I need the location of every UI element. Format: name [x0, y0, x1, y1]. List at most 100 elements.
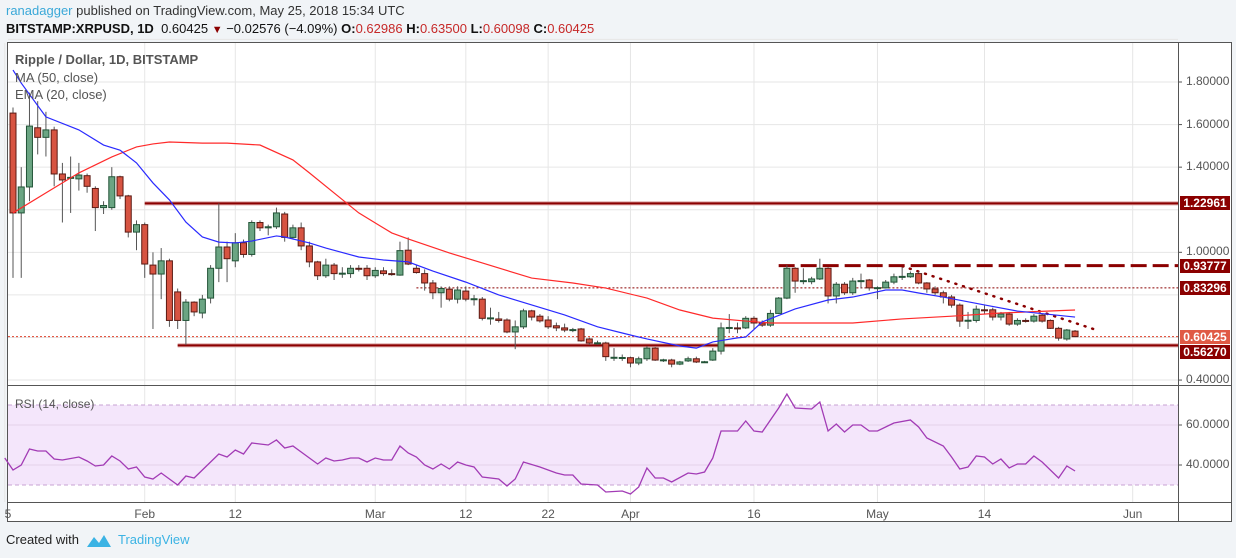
price-tick-label: 1.00000	[1186, 244, 1230, 259]
x-tick-label: 16	[747, 507, 761, 521]
candle-up	[1013, 319, 1021, 325]
symbol-info: BITSTAMP:XRPUSD, 1D 0.60425 ▼ −0.02576 (…	[6, 21, 594, 36]
last-price: 0.60425	[161, 21, 209, 36]
candle-up	[775, 297, 783, 314]
candle-down	[404, 249, 412, 265]
rsi-tick-label: 60.0000	[1186, 417, 1230, 431]
close-value: 0.60425	[547, 21, 595, 36]
x-tick-label: Feb	[134, 507, 156, 521]
candle-up	[322, 264, 330, 277]
low-label: L:	[470, 21, 483, 36]
candle-up	[906, 273, 914, 278]
candle-down	[577, 328, 585, 342]
candle-up	[487, 317, 495, 320]
candle-down	[536, 315, 544, 322]
candle-up	[849, 280, 857, 294]
candle-down	[692, 358, 700, 363]
candle-up	[100, 204, 108, 209]
candle-up	[569, 329, 577, 332]
created-with: Created with	[6, 532, 79, 547]
candle-up	[231, 242, 239, 262]
candle-down	[734, 327, 742, 330]
candle-up	[519, 310, 527, 328]
open-label: O:	[341, 21, 356, 36]
candle-up	[594, 342, 602, 345]
candle-down	[915, 273, 923, 284]
candle-up	[108, 176, 116, 209]
candle-down	[824, 267, 832, 297]
open-value: 0.62986	[355, 21, 403, 36]
tradingview-link[interactable]: TradingView	[118, 532, 190, 547]
candle-down	[91, 187, 99, 209]
candle-down	[223, 246, 231, 260]
candle-up	[264, 226, 272, 229]
published-text: published on TradingView.com, May 25, 20…	[76, 3, 405, 18]
candle-down	[528, 310, 536, 318]
candle-up	[709, 350, 717, 361]
candle-up	[610, 356, 618, 359]
price-tick-label: 1.80000	[1186, 74, 1230, 88]
candle-up	[808, 278, 816, 283]
x-tick-label: Mar	[364, 507, 386, 521]
candle-down	[1038, 314, 1046, 322]
candle-down	[865, 279, 873, 289]
candle-down	[9, 112, 17, 214]
candle-down	[1071, 330, 1079, 338]
candle-up	[182, 301, 190, 321]
candle-down	[379, 270, 387, 275]
candle-down	[462, 290, 470, 300]
low-value: 0.60098	[482, 21, 530, 36]
price-change: −0.02576 (−4.09%)	[226, 21, 338, 36]
candle-up	[742, 317, 750, 329]
rsi-band	[8, 405, 1178, 485]
candle-down	[421, 273, 429, 284]
candle-down	[791, 267, 799, 282]
candle-up	[437, 288, 445, 294]
symbol: BITSTAMP:XRPUSD, 1D	[6, 21, 154, 36]
price-tick-label: 1.40000	[1186, 159, 1230, 174]
price-level-badge: 0.60425	[1180, 329, 1230, 344]
candle-down	[1046, 319, 1054, 329]
candle-down	[141, 224, 149, 265]
x-tick-label: Apr	[621, 507, 640, 521]
author-link[interactable]: ranadagger	[6, 3, 73, 18]
candle-down	[923, 282, 931, 290]
x-tick-label: 12	[459, 507, 473, 521]
candle-up	[799, 280, 807, 283]
x-tick-label: 14	[977, 507, 992, 521]
rsi-line	[4, 392, 1076, 495]
candle-up	[454, 289, 462, 300]
candle-down	[50, 129, 58, 175]
ma-legend: MA (50, close)	[15, 70, 99, 85]
candle-down	[314, 261, 322, 277]
candle-down	[363, 267, 371, 277]
candle-up	[371, 269, 379, 277]
candle-down	[602, 342, 610, 358]
candle-down	[544, 319, 552, 328]
candle-down	[83, 175, 91, 187]
chart-title: Ripple / Dollar, 1D, BITSTAMP	[15, 52, 199, 67]
candle-down	[330, 264, 338, 275]
candle-up	[132, 224, 140, 233]
candle-down	[174, 291, 182, 321]
candle-up	[1030, 315, 1038, 322]
candle-down	[651, 347, 659, 361]
candle-down	[124, 195, 132, 233]
candle-up	[997, 313, 1005, 318]
candle-down	[1022, 319, 1030, 322]
candle-down	[841, 283, 849, 294]
rsi-tick-label: 40.0000	[1186, 457, 1230, 471]
candle-up	[882, 281, 890, 289]
footer: Created with TradingView	[6, 532, 190, 549]
x-tick-label: 5	[4, 507, 12, 521]
candle-down	[956, 304, 964, 322]
candle-up	[25, 125, 33, 188]
price-level-badge: 0.93777	[1180, 258, 1230, 273]
candle-up	[676, 361, 684, 365]
candle-up	[338, 272, 346, 275]
candle-up	[890, 276, 898, 283]
candle-down	[388, 273, 396, 276]
candle-up	[964, 319, 972, 322]
candle-down	[445, 288, 453, 300]
